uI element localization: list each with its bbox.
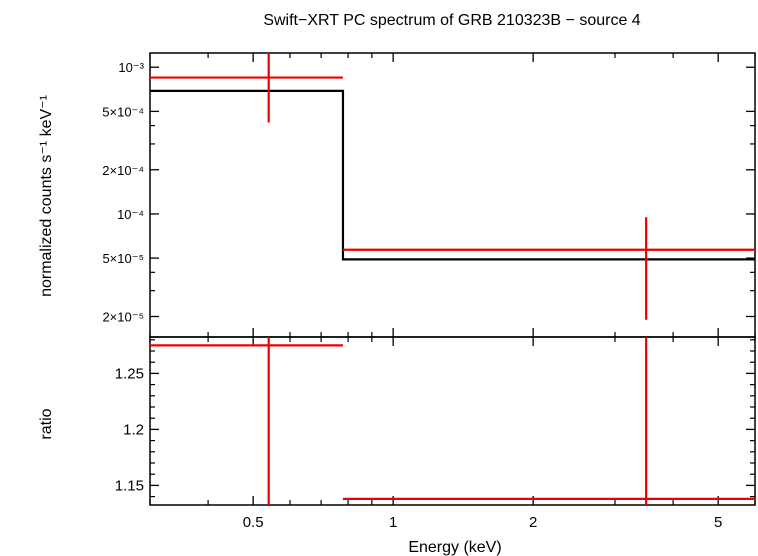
ratio-frame xyxy=(149,336,756,506)
spectrum-panel: 10⁻³ 5×10⁻⁴ 2×10⁻⁴ 10⁻⁴ 5×10⁻⁵ 2×10⁻⁵ xyxy=(102,52,756,338)
x-axis-label: Energy (keV) xyxy=(408,539,501,556)
spectrum-y-tick-label: 10⁻³ xyxy=(118,60,144,75)
y-axis-label-spectrum: normalized counts s⁻¹ keV⁻¹ xyxy=(38,95,55,297)
chart-title: Swift−XRT PC spectrum of GRB 210323B − s… xyxy=(263,12,640,29)
spectrum-y-tick-label: 10⁻⁴ xyxy=(117,207,144,222)
spectrum-y-tick-label: 5×10⁻⁴ xyxy=(102,104,144,119)
ratio-y-tick-label: 1.2 xyxy=(123,421,144,438)
model-step-line xyxy=(150,89,755,261)
y-axis-label-ratio: ratio xyxy=(38,408,55,439)
ratio-y-tick-label: 1.15 xyxy=(115,477,144,494)
ratio-y-tick-label: 1.25 xyxy=(115,365,144,382)
spectrum-y-tick-label: 5×10⁻⁵ xyxy=(102,251,144,266)
x-tick-label: 1 xyxy=(389,514,397,531)
spectrum-frame xyxy=(149,52,756,338)
spectrum-y-tick-label: 2×10⁻⁴ xyxy=(102,163,144,178)
spectrum-y-tick-label: 2×10⁻⁵ xyxy=(102,310,144,325)
x-tick-label: 0.5 xyxy=(243,514,264,531)
x-tick-label: 2 xyxy=(529,514,537,531)
x-tick-label: 5 xyxy=(714,514,722,531)
ratio-panel: 1.15 1.2 1.25 0.5 1 2 5 xyxy=(115,336,756,531)
